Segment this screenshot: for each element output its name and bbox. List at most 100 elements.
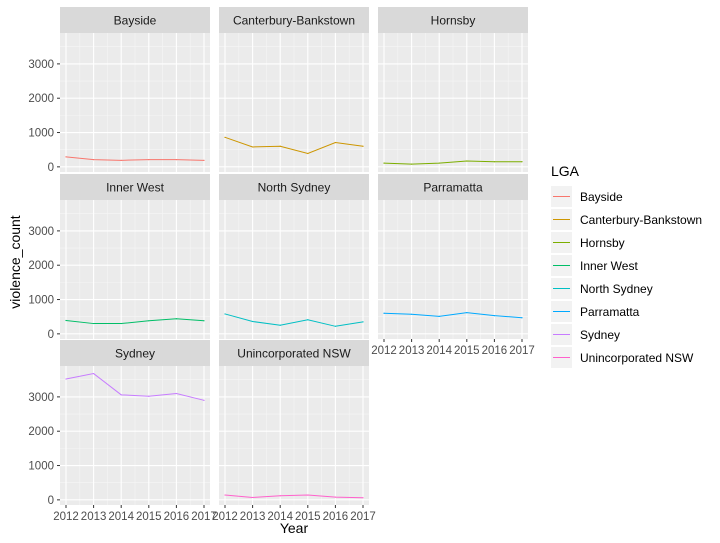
legend-item-hornsby: Hornsby [551,232,625,253]
legend-item-north-sydney: North Sydney [551,278,653,299]
facet-strip-label: Bayside [114,14,157,28]
legend-label: North Sydney [580,282,653,296]
series-line-north-sydney [224,313,364,327]
facet-inner-west: Inner West [60,174,210,339]
data-point-inner-west-2013 [93,322,95,325]
data-point-hornsby-2015 [466,160,468,162]
y-tick-label: 0 [48,329,54,341]
legend-label: Canterbury-Bankstown [580,213,702,227]
y-tick-label: 0 [48,162,54,174]
facet-north-sydney: North Sydney [219,174,369,339]
y-tick-label: 1000 [28,461,54,473]
series-line-parramatta [383,312,523,319]
facet-hornsby: Hornsby [378,7,528,172]
facet-canterbury-bankstown: Canterbury-Bankstown [219,7,369,172]
data-point-north-sydney-2016 [334,325,336,327]
x-tick-label: 2013 [240,511,266,523]
x-tick-label: 2014 [267,511,293,523]
x-axis-title: Year [280,520,309,536]
legend-item-inner-west: Inner West [551,255,638,276]
x-tick-label: 2012 [371,345,397,357]
data-point-parramatta-2015 [466,311,468,314]
data-point-inner-west-2015 [148,320,150,322]
series-line-canterbury-bankstown [224,136,364,154]
legend-label: Bayside [580,190,623,204]
facet-strip [60,7,210,33]
x-tick-label: 2012 [212,511,238,523]
data-point-unincorporated-nsw-2012 [224,494,226,496]
legend-title: LGA [551,163,580,179]
x-tick-label: 2013 [399,345,425,357]
legend-item-canterbury-bankstown: Canterbury-Bankstown [551,209,702,230]
x-tick-label: 2016 [323,511,349,523]
data-point-north-sydney-2014 [279,324,281,326]
series-line-inner-west [65,318,205,325]
data-point-hornsby-2013 [411,163,413,165]
data-point-unincorporated-nsw-2017 [362,497,364,499]
data-point-bayside-2016 [175,159,177,161]
data-point-sydney-2014 [120,394,122,396]
data-point-north-sydney-2012 [224,313,226,315]
y-axis-title: violence_count [7,215,23,309]
legend-items: Bayside Canterbury-Bankstown Hornsby Inner … [551,186,702,368]
data-point-parramatta-2014 [438,315,440,317]
y-tick-label: 3000 [28,226,54,238]
facet-strip-label: North Sydney [258,181,331,195]
y-tick-label: 2000 [28,426,54,438]
facet-strip [378,7,528,33]
legend: LGA Bayside Canterbury-Bankstown Hornsby In… [551,163,702,368]
data-point-canterbury-bankstown-2013 [252,146,254,148]
facet-strip-label: Sydney [115,347,155,361]
x-tick-label: 2014 [108,511,134,523]
data-point-bayside-2017 [203,159,205,161]
legend-label: Hornsby [580,236,625,250]
x-tick-label: 2017 [191,511,217,523]
data-point-north-sydney-2017 [362,321,364,323]
y-tick-label: 2000 [28,93,54,105]
facet-strip [219,340,369,366]
legend-item-parramatta: Parramatta [551,301,640,322]
data-point-inner-west-2017 [203,320,205,322]
facet-strip [219,174,369,200]
facet-sydney: Sydney [60,340,210,505]
y-tick-label: 1000 [28,295,54,307]
y-tick-label: 1000 [28,128,54,140]
data-point-hornsby-2012 [383,162,385,164]
x-tick-label: 2017 [509,345,535,357]
legend-label: Parramatta [580,305,640,319]
facet-strip-label: Canterbury-Bankstown [233,14,355,28]
facet-strip [378,174,528,200]
y-tick-label: 2000 [28,260,54,272]
data-point-parramatta-2016 [493,315,495,317]
data-point-parramatta-2017 [521,317,523,319]
data-point-sydney-2015 [148,395,150,397]
x-tick-label: 2014 [426,345,452,357]
x-tick-label: 2015 [454,345,480,357]
data-point-bayside-2013 [93,159,95,161]
data-point-canterbury-bankstown-2016 [334,141,336,144]
data-point-unincorporated-nsw-2016 [334,496,336,498]
y-tick-label: 3000 [28,59,54,71]
x-tick-label: 2012 [53,511,79,523]
data-point-canterbury-bankstown-2015 [307,152,309,155]
series-line-unincorporated-nsw [224,494,364,499]
facet-strip [219,7,369,33]
y-tick-label: 0 [48,495,54,507]
data-point-sydney-2016 [175,392,177,395]
data-point-inner-west-2016 [175,318,177,320]
y-tick-label: 3000 [28,392,54,404]
x-tick-label: 2016 [482,345,508,357]
data-point-unincorporated-nsw-2014 [279,495,281,497]
legend-item-bayside: Bayside [551,186,623,207]
data-point-north-sydney-2015 [307,319,309,321]
facet-panels: Bayside Canterbury-Bankstown Hornsby Inner … [60,7,528,505]
facet-parramatta: Parramatta [378,174,528,339]
data-point-parramatta-2013 [411,313,413,315]
series-line-sydney [65,373,205,401]
data-point-sydney-2017 [203,399,205,401]
data-point-canterbury-bankstown-2017 [362,145,364,147]
facet-strip [60,174,210,200]
x-tick-label: 2015 [136,511,162,523]
